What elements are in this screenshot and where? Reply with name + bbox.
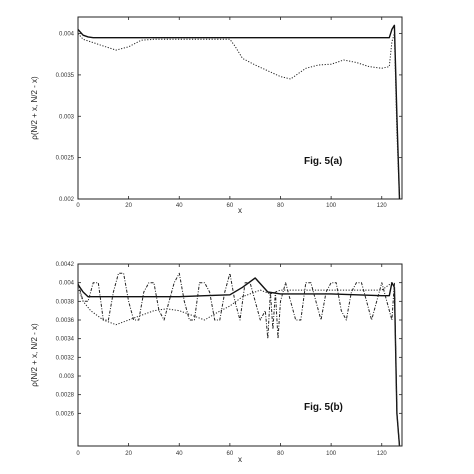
series-line-dotted — [77, 33, 400, 200]
x-tick-label: 120 — [377, 451, 388, 457]
chart-fig-5b: 0 20 40 60 80 100 120 0.0026 0.0028 0.003 0.0032 0.… — [30, 262, 403, 464]
y-tick-label: 0.0036 — [56, 318, 75, 324]
y-tick-label: 0.0042 — [56, 262, 75, 268]
plot-frame — [77, 263, 403, 447]
x-tick-label: 40 — [176, 203, 183, 209]
series-line-solid — [77, 24, 401, 200]
x-tick-label: 60 — [227, 451, 234, 457]
x-tick-label: 80 — [277, 203, 284, 209]
x-tick-label: 0 — [76, 203, 80, 209]
y-tick-label: 0.004 — [59, 32, 75, 38]
series-line-solid — [77, 277, 401, 447]
x-tick-label: 60 — [227, 203, 234, 209]
x-tick-label: 40 — [176, 451, 183, 457]
y-tick-label: 0.0038 — [56, 299, 75, 305]
series-line-dotted — [77, 282, 400, 447]
x-tick-label: 120 — [377, 203, 388, 209]
figure-annotation: Fig. 5(a) — [304, 156, 342, 167]
y-tick-label: 0.002 — [59, 197, 75, 203]
y-tick-label: 0.0028 — [56, 393, 75, 399]
y-tick-label: 0.003 — [59, 374, 75, 380]
y-tick-label: 0.0032 — [56, 355, 75, 361]
x-tick-label: 0 — [76, 451, 80, 457]
plot-frame — [77, 16, 403, 200]
y-tick-label: 0.0034 — [56, 337, 75, 343]
x-tick-label: 20 — [125, 451, 132, 457]
x-tick-label: 80 — [277, 451, 284, 457]
x-axis-label: x — [238, 455, 242, 464]
figure-annotation: Fig. 5(b) — [304, 402, 343, 413]
series-line-dashed-dot — [77, 272, 400, 447]
x-tick-label: 20 — [125, 203, 132, 209]
y-tick-label: 0.0025 — [56, 156, 75, 162]
x-tick-label: 100 — [326, 451, 337, 457]
y-tick-label: 0.0035 — [56, 73, 75, 79]
y-tick-label: 0.003 — [59, 114, 75, 120]
x-tick-label: 100 — [326, 203, 337, 209]
x-axis-label: x — [238, 206, 242, 215]
y-axis-label: ρ(N/2 + x, N/2 - x) — [30, 76, 39, 140]
y-tick-label: 0.0026 — [56, 411, 75, 417]
y-axis-label: ρ(N/2 + x, N/2 - x) — [30, 323, 39, 387]
chart-fig-5a: 0 20 40 60 80 100 120 0.002 0.0025 0.003 0.0035 0.0… — [30, 16, 403, 215]
y-tick-label: 0.004 — [59, 281, 75, 287]
